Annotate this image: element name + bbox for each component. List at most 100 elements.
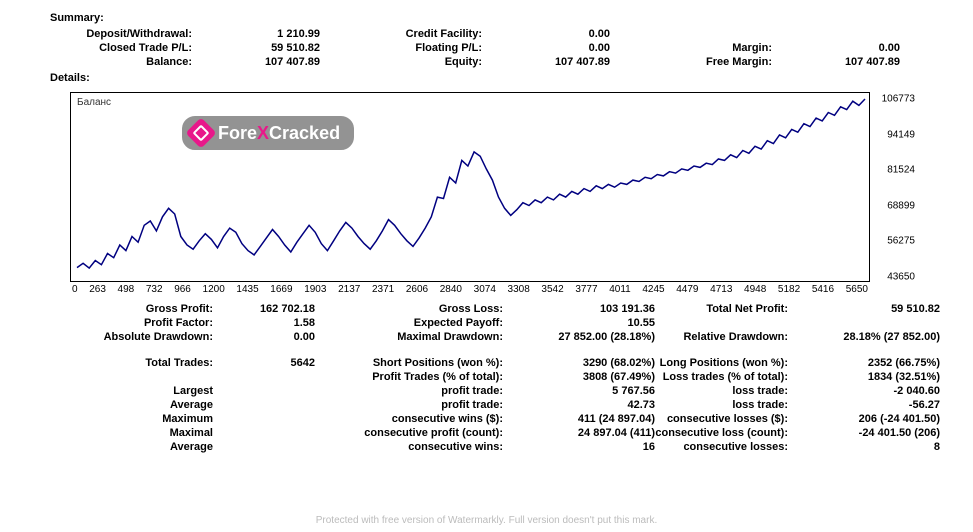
chart-xtick: 3308 (508, 284, 530, 295)
summary-label: Equity: (320, 56, 500, 68)
details-label: Short Positions (won %): (315, 357, 515, 369)
chart-xtick: 0 (72, 284, 78, 295)
chart-xtick: 966 (174, 284, 191, 295)
details-label: loss trade: (655, 385, 800, 397)
details-value: 27 852.00 (28.18%) (515, 331, 655, 343)
details-value (225, 399, 315, 411)
watermark-badge: ForeXCracked (181, 115, 355, 151)
summary-value: 1 210.99 (210, 28, 320, 40)
chart-xtick: 263 (89, 284, 106, 295)
details-label: Maximal (30, 427, 225, 439)
balance-chart: Баланс ForeXCracked 10677394149815246889… (70, 92, 923, 295)
summary-value: 0.00 (500, 42, 610, 54)
details-value (225, 385, 315, 397)
details-label: Profit Factor: (30, 317, 225, 329)
details-label: Maximal Drawdown: (315, 331, 515, 343)
chart-xtick: 4479 (676, 284, 698, 295)
chart-ytick: 68899 (887, 200, 915, 211)
details-label: consecutive losses ($): (655, 413, 800, 425)
chart-xtick: 3777 (575, 284, 597, 295)
summary-table: Deposit/Withdrawal:1 210.99Credit Facili… (30, 28, 943, 68)
details-label: Average (30, 399, 225, 411)
details-label: Gross Loss: (315, 303, 515, 315)
chart-xtick: 4011 (609, 284, 631, 295)
details-value (800, 317, 940, 329)
details-value: -24 401.50 (206) (800, 427, 940, 439)
details-label: Profit Trades (% of total): (315, 371, 515, 383)
chart-xtick: 4948 (744, 284, 766, 295)
details-value: 1834 (32.51%) (800, 371, 940, 383)
details-value: 8 (800, 441, 940, 453)
chart-ytick: 56275 (887, 236, 915, 247)
chart-xtick: 2137 (338, 284, 360, 295)
chart-x-axis: 0263498732966120014351669190321372371260… (70, 284, 870, 295)
details-label: Expected Payoff: (315, 317, 515, 329)
chart-xtick: 1435 (236, 284, 258, 295)
details-label: consecutive wins ($): (315, 413, 515, 425)
chart-xtick: 1669 (270, 284, 292, 295)
details-value: -56.27 (800, 399, 940, 411)
details-block-2: Total Trades:5642Short Positions (won %)… (30, 357, 943, 453)
chart-xtick: 2840 (440, 284, 462, 295)
chart-ytick: 43650 (887, 272, 915, 283)
details-value: 10.55 (515, 317, 655, 329)
details-label: consecutive losses: (655, 441, 800, 453)
details-value: 162 702.18 (225, 303, 315, 315)
summary-value: 59 510.82 (210, 42, 320, 54)
details-value: 42.73 (515, 399, 655, 411)
details-label (30, 371, 225, 383)
details-label (655, 317, 800, 329)
summary-value: 107 407.89 (500, 56, 610, 68)
details-value (225, 427, 315, 439)
details-label: consecutive wins: (315, 441, 515, 453)
chart-series-label: Баланс (77, 97, 111, 108)
details-label: Gross Profit: (30, 303, 225, 315)
details-value: 59 510.82 (800, 303, 940, 315)
details-label: profit trade: (315, 399, 515, 411)
summary-value: 0.00 (790, 42, 900, 54)
chart-xtick: 4713 (710, 284, 732, 295)
summary-label: Credit Facility: (320, 28, 500, 40)
chart-ytick: 81524 (887, 165, 915, 176)
details-label: consecutive profit (count): (315, 427, 515, 439)
details-value: 411 (24 897.04) (515, 413, 655, 425)
details-value: 3808 (67.49%) (515, 371, 655, 383)
details-label: loss trade: (655, 399, 800, 411)
details-value: 206 (-24 401.50) (800, 413, 940, 425)
chart-xtick: 5416 (812, 284, 834, 295)
chart-xtick: 498 (118, 284, 135, 295)
summary-value (790, 28, 900, 40)
details-label: Largest (30, 385, 225, 397)
details-value: 24 897.04 (411) (515, 427, 655, 439)
summary-heading: Summary: (50, 12, 943, 24)
chart-xtick: 4245 (642, 284, 664, 295)
details-label: Relative Drawdown: (655, 331, 800, 343)
details-label: Maximum (30, 413, 225, 425)
details-value: 28.18% (27 852.00) (800, 331, 940, 343)
summary-value: 0.00 (500, 28, 610, 40)
details-label: consecutive loss (count): (655, 427, 800, 439)
chart-xtick: 732 (146, 284, 163, 295)
watermark-text: ForeXCracked (218, 123, 340, 144)
details-label: profit trade: (315, 385, 515, 397)
summary-label: Floating P/L: (320, 42, 500, 54)
details-value: 3290 (68.02%) (515, 357, 655, 369)
footer-watermark: Protected with free version of Watermark… (0, 515, 973, 526)
summary-label: Balance: (30, 56, 210, 68)
details-value: 2352 (66.75%) (800, 357, 940, 369)
details-value: 5 767.56 (515, 385, 655, 397)
chart-ytick: 94149 (887, 129, 915, 140)
details-value: 16 (515, 441, 655, 453)
chart-xtick: 2606 (406, 284, 428, 295)
details-block-1: Gross Profit:162 702.18Gross Loss:103 19… (30, 303, 943, 343)
details-label: Total Trades: (30, 357, 225, 369)
details-heading: Details: (50, 72, 943, 84)
details-value: 5642 (225, 357, 315, 369)
details-value (225, 441, 315, 453)
watermark-icon (185, 117, 216, 148)
chart-xtick: 1200 (203, 284, 225, 295)
summary-value: 107 407.89 (210, 56, 320, 68)
details-label: Absolute Drawdown: (30, 331, 225, 343)
details-value: 1.58 (225, 317, 315, 329)
details-value: -2 040.60 (800, 385, 940, 397)
